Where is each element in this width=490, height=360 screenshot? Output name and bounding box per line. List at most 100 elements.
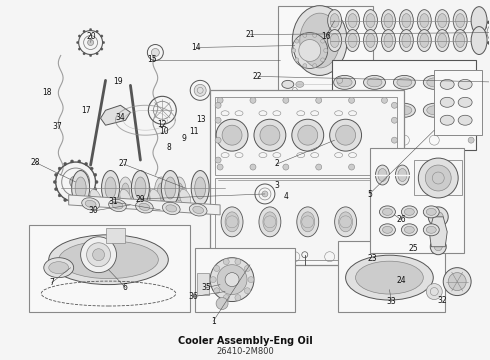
Circle shape — [94, 188, 97, 191]
Circle shape — [283, 164, 289, 170]
Ellipse shape — [345, 30, 360, 51]
Ellipse shape — [131, 171, 149, 206]
Circle shape — [215, 137, 221, 143]
Ellipse shape — [49, 235, 168, 285]
Circle shape — [484, 26, 487, 28]
Text: 24: 24 — [396, 276, 406, 285]
Text: 18: 18 — [43, 87, 52, 96]
Ellipse shape — [282, 80, 294, 88]
Ellipse shape — [397, 106, 412, 115]
Ellipse shape — [377, 125, 386, 131]
Ellipse shape — [364, 80, 375, 88]
Bar — [210, 90, 404, 265]
Ellipse shape — [440, 115, 454, 125]
Circle shape — [83, 53, 85, 55]
Ellipse shape — [435, 30, 449, 51]
Text: 30: 30 — [89, 206, 98, 215]
Ellipse shape — [105, 177, 116, 199]
Circle shape — [85, 162, 88, 165]
Circle shape — [484, 37, 487, 40]
Circle shape — [58, 167, 61, 170]
Ellipse shape — [140, 183, 147, 201]
Ellipse shape — [364, 75, 386, 89]
Circle shape — [54, 188, 57, 191]
Text: 8: 8 — [167, 143, 171, 152]
Ellipse shape — [109, 199, 126, 212]
Circle shape — [443, 268, 471, 296]
Circle shape — [468, 137, 474, 143]
Bar — [338, 241, 445, 312]
Ellipse shape — [122, 183, 129, 201]
Circle shape — [83, 30, 85, 32]
Ellipse shape — [297, 207, 318, 237]
Ellipse shape — [101, 171, 120, 206]
Ellipse shape — [379, 224, 395, 236]
Ellipse shape — [377, 103, 386, 109]
Text: 16: 16 — [321, 32, 330, 41]
Ellipse shape — [330, 14, 339, 28]
Circle shape — [64, 199, 67, 202]
Ellipse shape — [345, 10, 360, 32]
Ellipse shape — [383, 208, 392, 215]
Ellipse shape — [420, 14, 429, 28]
Circle shape — [210, 276, 216, 283]
Ellipse shape — [438, 14, 447, 28]
Ellipse shape — [136, 177, 150, 207]
Ellipse shape — [417, 30, 431, 51]
Ellipse shape — [195, 177, 206, 199]
Circle shape — [90, 194, 93, 197]
Circle shape — [262, 191, 268, 197]
Ellipse shape — [402, 33, 411, 48]
Ellipse shape — [382, 10, 395, 32]
Text: 14: 14 — [192, 43, 201, 52]
Text: 26410-2M800: 26410-2M800 — [216, 347, 274, 356]
Circle shape — [336, 125, 356, 145]
Ellipse shape — [453, 10, 467, 32]
Ellipse shape — [364, 102, 375, 110]
Circle shape — [100, 35, 103, 37]
Ellipse shape — [399, 30, 414, 51]
Ellipse shape — [296, 92, 304, 98]
Circle shape — [95, 180, 98, 184]
Ellipse shape — [404, 208, 415, 215]
Ellipse shape — [161, 171, 179, 206]
Circle shape — [264, 216, 276, 228]
Circle shape — [81, 237, 117, 273]
Circle shape — [302, 216, 314, 228]
Text: 1: 1 — [211, 317, 216, 326]
Circle shape — [226, 216, 238, 228]
Circle shape — [88, 40, 94, 45]
Circle shape — [468, 117, 474, 123]
Circle shape — [250, 164, 256, 170]
Ellipse shape — [337, 78, 352, 87]
Circle shape — [292, 49, 296, 53]
Circle shape — [235, 294, 241, 301]
Text: 23: 23 — [367, 255, 377, 264]
Circle shape — [418, 158, 458, 198]
Circle shape — [225, 273, 239, 287]
Circle shape — [392, 137, 397, 143]
Circle shape — [210, 258, 254, 302]
Bar — [105, 228, 125, 243]
Bar — [278, 6, 372, 105]
Circle shape — [89, 54, 92, 57]
Circle shape — [392, 102, 397, 108]
Ellipse shape — [221, 207, 243, 237]
Circle shape — [53, 180, 56, 184]
Circle shape — [94, 174, 97, 176]
Circle shape — [214, 266, 220, 271]
Circle shape — [78, 48, 80, 50]
Ellipse shape — [458, 80, 472, 89]
Circle shape — [215, 117, 221, 123]
Text: 31: 31 — [108, 197, 118, 206]
Ellipse shape — [282, 102, 294, 110]
Circle shape — [313, 64, 317, 68]
Ellipse shape — [416, 165, 429, 185]
Ellipse shape — [334, 103, 356, 117]
Ellipse shape — [85, 200, 96, 207]
Ellipse shape — [383, 226, 392, 233]
Ellipse shape — [420, 33, 429, 48]
Ellipse shape — [136, 201, 153, 213]
Circle shape — [488, 21, 490, 24]
Ellipse shape — [384, 14, 393, 28]
